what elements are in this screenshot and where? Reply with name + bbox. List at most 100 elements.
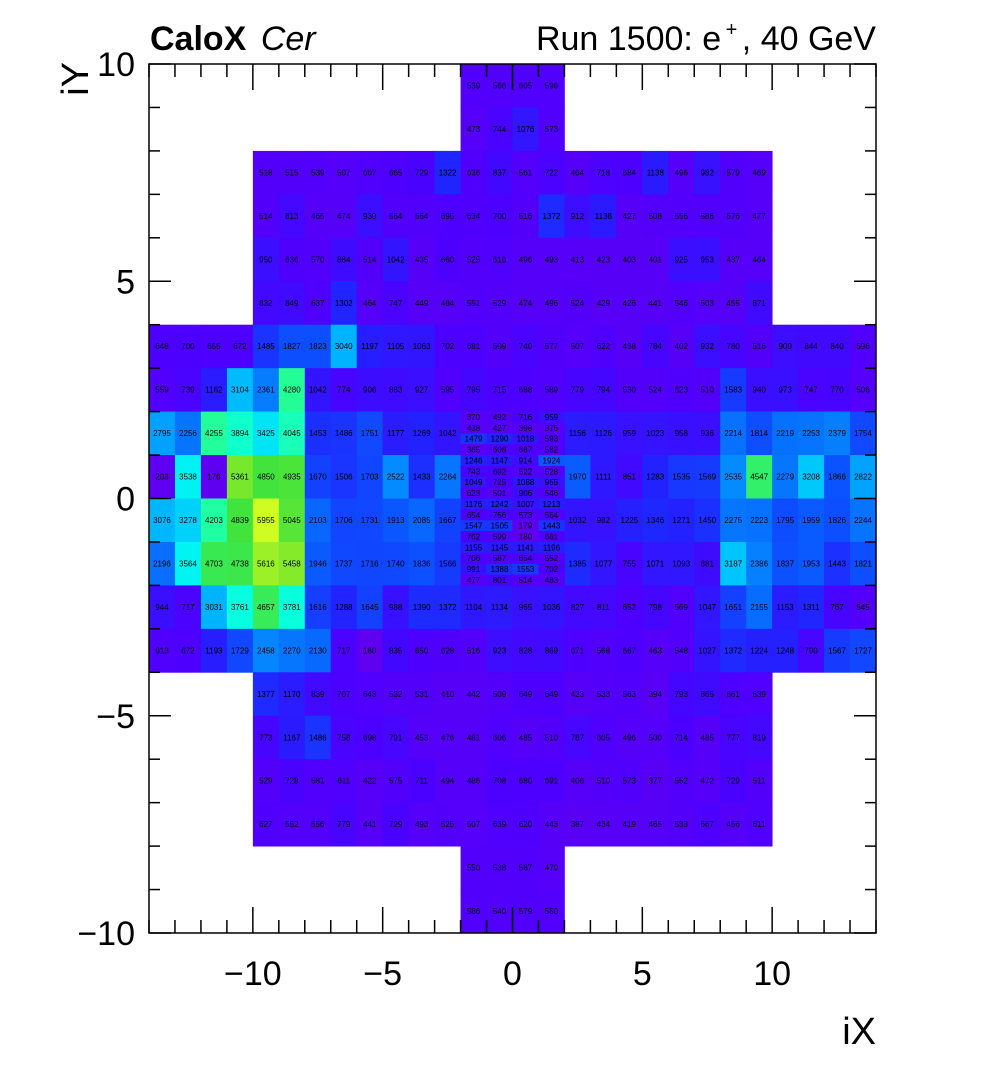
cell-value-label: 1450 [698, 516, 716, 525]
cell-value-label: 2535 [724, 473, 742, 482]
cell-value-label: 661 [545, 532, 559, 541]
cell-value-label: 581 [311, 777, 325, 786]
cell-value-label: 577 [545, 342, 559, 351]
cell-value-label: 1567 [828, 646, 846, 655]
chart-title-right: Run 1500: e + , 40 GeV [536, 19, 876, 58]
cell-value-label: 2085 [413, 516, 431, 525]
heatmap-cell [538, 64, 565, 108]
cell-value-label: 649 [519, 690, 533, 699]
title-channel: Cer [261, 20, 317, 58]
cell-value-label: 476 [441, 733, 455, 742]
heatmap-cell [434, 237, 461, 282]
cell-value-label: 437 [727, 255, 741, 264]
cell-value-label: 628 [441, 646, 455, 655]
cell-value-label: 707 [337, 690, 351, 699]
cell-value-label: 794 [597, 386, 611, 395]
heatmap-cell [408, 541, 435, 586]
cell-value-label: 2223 [750, 516, 768, 525]
heatmap-cell [720, 541, 747, 586]
cell-value-label: 575 [389, 777, 403, 786]
cell-value-label: 456 [727, 820, 741, 829]
heatmap-cell [486, 846, 513, 890]
cell-value-label: 568 [597, 646, 611, 655]
heatmap-cell [460, 150, 487, 195]
cell-value-label: 548 [675, 646, 689, 655]
heatmap-cell [564, 281, 591, 326]
heatmap-cell [434, 150, 461, 195]
heatmap-cell [824, 411, 851, 456]
cell-value-label: 1155 [465, 543, 483, 552]
heatmap-cell [850, 585, 877, 630]
cell-value-label: 3278 [179, 516, 197, 525]
heatmap-cell [460, 107, 487, 152]
cell-value-label: 1196 [543, 543, 561, 552]
y-axis-title: iY [55, 62, 97, 96]
heatmap-cell [512, 465, 539, 478]
cell-value-label: 2795 [153, 429, 171, 438]
cell-value-label: 953 [701, 255, 715, 264]
heatmap-cell [694, 237, 721, 282]
heatmap-cell [668, 411, 695, 456]
heatmap-cell [590, 455, 617, 499]
cell-value-label: 552 [285, 820, 299, 829]
cell-value-label: 819 [752, 733, 766, 742]
heatmap-cell [408, 324, 435, 369]
heatmap-cell [278, 498, 306, 543]
cell-value-label: 492 [493, 413, 507, 422]
cell-value-label: 3031 [205, 603, 223, 612]
heatmap-cell [564, 585, 591, 630]
heatmap-cell [434, 541, 461, 586]
heatmap-cell [616, 498, 643, 543]
cell-value-label: 477 [752, 212, 766, 221]
heatmap-cell [564, 628, 591, 673]
cell-value-label: 779 [571, 386, 585, 395]
heatmap-cell [304, 672, 332, 717]
heatmap-cell [798, 411, 825, 456]
cell-value-label: 798 [649, 603, 663, 612]
heatmap-cell [694, 150, 721, 195]
heatmap-cell [538, 368, 565, 412]
cell-value-label: 518 [259, 168, 273, 177]
title-run: Run 1500: e [536, 20, 721, 58]
cell-value-label: 587 [519, 864, 533, 873]
heatmap-cell [174, 455, 202, 499]
cell-value-label: 586 [701, 212, 715, 221]
cell-value-label: 622 [597, 342, 611, 351]
cell-value-label: 762 [467, 532, 481, 541]
heatmap-cell [252, 628, 280, 673]
heatmap-cell [616, 194, 643, 239]
cell-value-label: 1177 [387, 429, 405, 438]
cell-value-label: 596 [545, 82, 559, 91]
cell-value-label: 508 [649, 212, 663, 221]
heatmap-cell [668, 672, 695, 717]
heatmap-cell [590, 541, 617, 586]
heatmap-cell [304, 150, 332, 195]
cell-value-label: 569 [675, 603, 689, 612]
heatmap-cell [564, 150, 591, 195]
heatmap-cell [512, 368, 539, 412]
cell-value-label: 496 [675, 168, 689, 177]
cell-value-label: 4203 [205, 516, 223, 525]
heatmap-cell [616, 281, 643, 326]
heatmap-cell [512, 574, 539, 586]
cell-value-label: 596 [856, 342, 870, 351]
heatmap-cell [746, 281, 773, 326]
heatmap-cell [512, 194, 539, 239]
cell-value-label: 561 [519, 168, 533, 177]
heatmap-cell [486, 368, 513, 412]
heatmap-cell [746, 715, 773, 760]
cell-value-label: 422 [363, 777, 377, 786]
cell-value-label: 654 [467, 511, 481, 520]
heatmap-cell [304, 628, 332, 673]
cell-value-label: 524 [571, 299, 585, 308]
cell-value-label: 1716 [361, 559, 379, 568]
heatmap-cell [798, 628, 825, 673]
heatmap-cell [538, 552, 565, 565]
heatmap-cell [772, 324, 799, 369]
heatmap-cell [512, 455, 539, 467]
heatmap-cell [746, 672, 773, 717]
cell-value-label: 681 [467, 342, 481, 351]
heatmap-cell [538, 520, 565, 532]
heatmap-cell [564, 715, 591, 760]
y-tick-label: −5 [96, 698, 135, 736]
